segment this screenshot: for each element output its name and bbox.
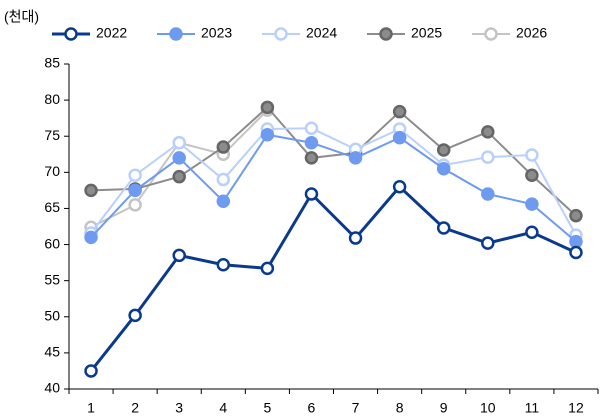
data-point	[569, 245, 583, 260]
series-line	[90, 133, 577, 243]
data-point	[304, 187, 319, 201]
data-point	[172, 135, 186, 150]
unit-label: (천대)	[4, 9, 39, 25]
data-point	[260, 128, 275, 142]
legend-marker	[379, 27, 393, 41]
data-point	[128, 308, 142, 323]
y-tick-label: 70	[44, 163, 60, 179]
x-tick-label: 7	[352, 400, 360, 416]
y-tick-label: 80	[44, 91, 60, 107]
data-point	[525, 197, 539, 211]
y-tick-label: 60	[44, 235, 60, 251]
data-point	[392, 180, 407, 194]
x-tick-label: 12	[568, 400, 584, 416]
data-point	[348, 231, 363, 245]
data-point	[436, 161, 451, 176]
x-tick-label: 3	[175, 400, 183, 416]
data-point	[392, 130, 407, 145]
legend-marker	[64, 27, 78, 41]
data-point	[172, 169, 186, 184]
data-point	[481, 236, 495, 250]
x-tick-label: 11	[525, 400, 540, 416]
data-point	[481, 187, 495, 201]
legend-label: 2023	[201, 25, 232, 41]
legend-marker	[484, 27, 498, 41]
data-point	[481, 150, 495, 164]
data-point	[216, 172, 231, 187]
data-point	[525, 148, 539, 162]
data-point	[84, 364, 98, 378]
data-point	[172, 248, 186, 263]
data-point	[128, 198, 142, 212]
y-tick-label: 50	[44, 307, 60, 323]
data-point	[569, 234, 583, 249]
y-tick-label: 85	[44, 55, 60, 71]
data-point	[481, 125, 495, 139]
data-point	[216, 258, 231, 272]
data-point	[304, 121, 319, 136]
legend-marker	[169, 27, 183, 41]
data-point	[172, 151, 186, 165]
x-tick-label: 10	[480, 400, 496, 416]
series-line	[91, 105, 577, 217]
series-line	[90, 127, 577, 236]
data-point	[525, 168, 539, 182]
legend-label: 2026	[516, 25, 547, 41]
data-point	[436, 221, 451, 235]
data-point	[392, 104, 407, 119]
data-point	[348, 151, 363, 165]
y-tick-label: 55	[44, 271, 60, 287]
y-tick-label: 65	[44, 199, 60, 215]
data-point	[304, 135, 319, 150]
legend-label: 2025	[411, 25, 442, 41]
data-point	[260, 100, 275, 115]
x-tick-label: 4	[219, 400, 227, 416]
data-point	[128, 168, 142, 182]
data-point	[84, 183, 98, 198]
series-line	[89, 184, 577, 372]
y-tick-label: 45	[44, 344, 60, 360]
data-point	[216, 140, 231, 154]
data-point	[436, 143, 451, 157]
x-tick-label: 5	[263, 400, 271, 416]
x-tick-label: 2	[131, 400, 139, 416]
x-tick-label: 1	[87, 400, 95, 416]
x-tick-label: 9	[440, 400, 448, 416]
x-tick-label: 6	[308, 400, 316, 416]
legend-label: 2022	[96, 25, 127, 41]
y-tick-label: 75	[44, 127, 60, 143]
x-tick-label: 8	[396, 400, 404, 416]
legend-marker	[274, 27, 288, 41]
data-point	[304, 151, 319, 165]
data-point	[260, 261, 275, 276]
y-tick-label: 40	[44, 380, 60, 396]
data-point	[569, 208, 583, 223]
data-point	[84, 230, 98, 245]
legend-label: 2024	[306, 25, 337, 41]
data-point	[525, 225, 539, 240]
data-point	[216, 194, 231, 208]
data-point	[128, 183, 142, 198]
